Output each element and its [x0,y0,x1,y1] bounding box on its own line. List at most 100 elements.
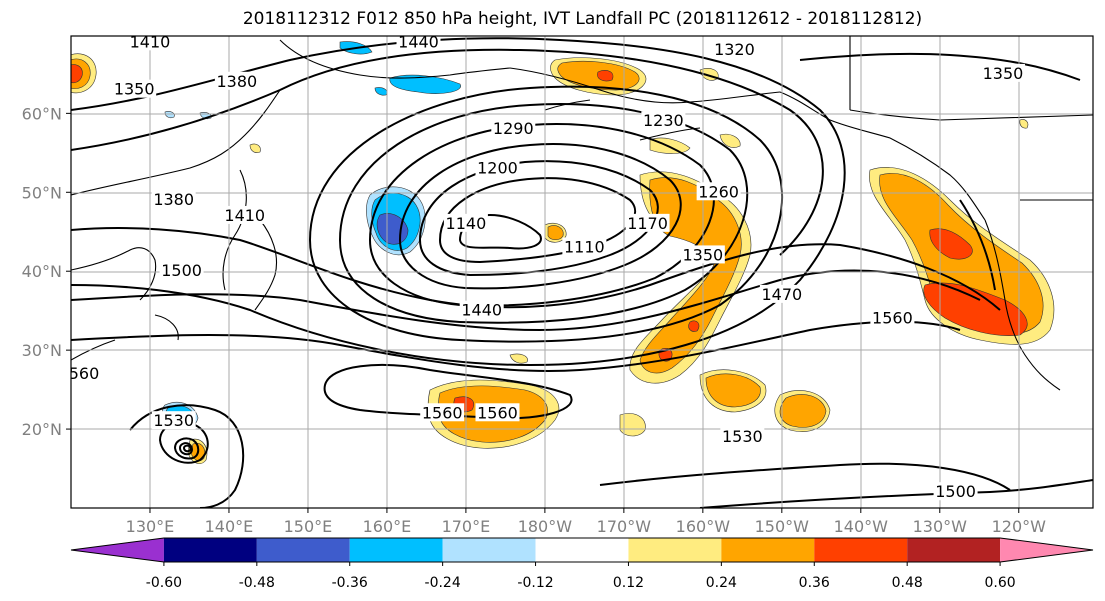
contour-label: 1200 [477,159,518,178]
lat-tick-label: 40°N [22,262,62,281]
lon-tick-label: 160°E [363,517,412,536]
lon-tick-label: 140°E [205,517,254,536]
map-frame [70,35,1094,509]
contour-label: 1560 [422,403,463,422]
contour-label-bg [720,426,765,445]
contour-label-bg [151,190,196,209]
colorbar-tick-label: 0.48 [892,575,923,591]
contour-label: 1470 [761,285,802,304]
colorbar-segment [907,538,1001,562]
contour-label: 1530 [722,427,763,446]
contour-label: 1380 [153,190,194,209]
contour-label: 1170 [627,214,668,233]
contour-label-bg [491,119,536,138]
map-title: 2018112312 F012 850 hPa height, IVT Land… [242,9,923,29]
contour-label-bg [214,71,259,90]
colorbar-segment [163,538,257,562]
contour-label: 1110 [564,238,605,257]
lon-tick-label: 160°W [676,517,731,536]
lon-tick-label: 120°W [992,517,1047,536]
contour-label: 1500 [935,482,976,501]
colorbar-segment [349,538,443,562]
contour-label: 1350 [983,64,1024,83]
contour-label-bg [151,411,196,430]
height-contours [71,37,1093,508]
contour-label-bg [459,300,504,319]
lon-tick-label: 130°E [126,517,175,536]
contour-label-bg [443,213,488,232]
contour-label-bg [71,363,101,382]
lon-tick-label: 170°W [597,517,652,536]
latitude-tick-labels: 60°N 50°N 40°N 30°N 20°N [22,104,71,439]
colorbar-segment [628,538,722,562]
lat-tick-label: 60°N [22,104,62,123]
contour-label: 1530 [153,411,194,430]
contour-label-bg [159,261,204,280]
contour-label: 1500 [161,261,202,280]
contour-label-bg [680,245,725,264]
contour-label: 1380 [216,72,257,91]
contour-label: 1560 [872,309,913,328]
contour-label: 1410 [224,206,265,225]
contour-label: 1140 [446,214,487,233]
colorbar-tick-label: -0.60 [146,575,182,591]
contour-label-bg [112,79,157,98]
colorbar-tick-label: 0.60 [985,575,1016,591]
ivt-positive-shading [71,53,1055,464]
contour-label-bg [127,36,172,51]
contour-label-bg [712,40,757,59]
contour-label: 1230 [643,111,684,130]
contour-label: 1350 [682,245,723,264]
contour-label: 1260 [698,182,739,201]
colorbar-tick-label: -0.48 [239,575,275,591]
lat-tick-label: 20°N [22,420,62,439]
lon-tick-label: 150°W [755,517,810,536]
contour-label-bg [696,182,741,201]
contour-label-bg [396,36,441,51]
contour-label-bg [641,111,686,130]
colorbar-segment [814,538,908,562]
contour-label-bg [420,403,465,422]
lon-tick-label: 180°W [518,517,573,536]
contour-label: 1440 [398,32,439,51]
colorbar-segment [71,538,164,562]
colorbar-segment [1000,538,1093,562]
colorbar: -0.60 -0.48 -0.36 -0.24 -0.12 0.12 0.24 0.36 0.4… [70,537,1094,591]
lat-tick-label: 50°N [22,183,62,202]
colorbar-tick-label: 0.12 [613,575,644,591]
contour-label: 1320 [714,40,755,59]
lon-tick-label: 170°E [442,517,491,536]
colorbar-tick-label: 0.24 [706,575,737,591]
colorbar-segment [721,538,815,562]
lon-tick-label: 150°E [284,517,333,536]
contour-label: 1440 [461,301,502,320]
contour-label-bg [933,482,978,501]
contour-label: 1290 [493,119,534,138]
contour-label: 1350 [114,80,155,99]
colorbar-segment [535,538,629,562]
lon-tick-label: 140°W [834,517,889,536]
colorbar-tick-label: 0.36 [799,575,830,591]
contour-label: 1560 [59,364,100,383]
contour-label-bg [475,158,520,177]
contour-label-bg [759,284,804,303]
colorbar-tick-label: -0.12 [517,575,553,591]
lat-tick-label: 30°N [22,341,62,360]
contour-label: 1560 [477,403,518,422]
contour-labels: 1410 1440 1380 1350 1320 1350 1290 1230 1200 1260… [59,32,1025,501]
contour-label-bg [625,213,670,232]
contour-label-bg [222,205,267,224]
contour-label-bg [870,308,915,327]
contour-label-bg [475,403,520,422]
contour-label-bg [980,63,1025,82]
graticule [71,36,1093,508]
colorbar-tick-label: -0.24 [425,575,461,591]
lon-tick-label: 130°W [913,517,968,536]
colorbar-segment [442,538,536,562]
colorbar-tick-label: -0.36 [332,575,368,591]
longitude-tick-labels: 130°E 140°E 150°E 160°E 170°E 180°W 170°W 160°W… [126,508,1046,536]
contour-label: 1410 [130,32,171,51]
contour-label-bg [562,237,607,256]
colorbar-segment [256,538,350,562]
